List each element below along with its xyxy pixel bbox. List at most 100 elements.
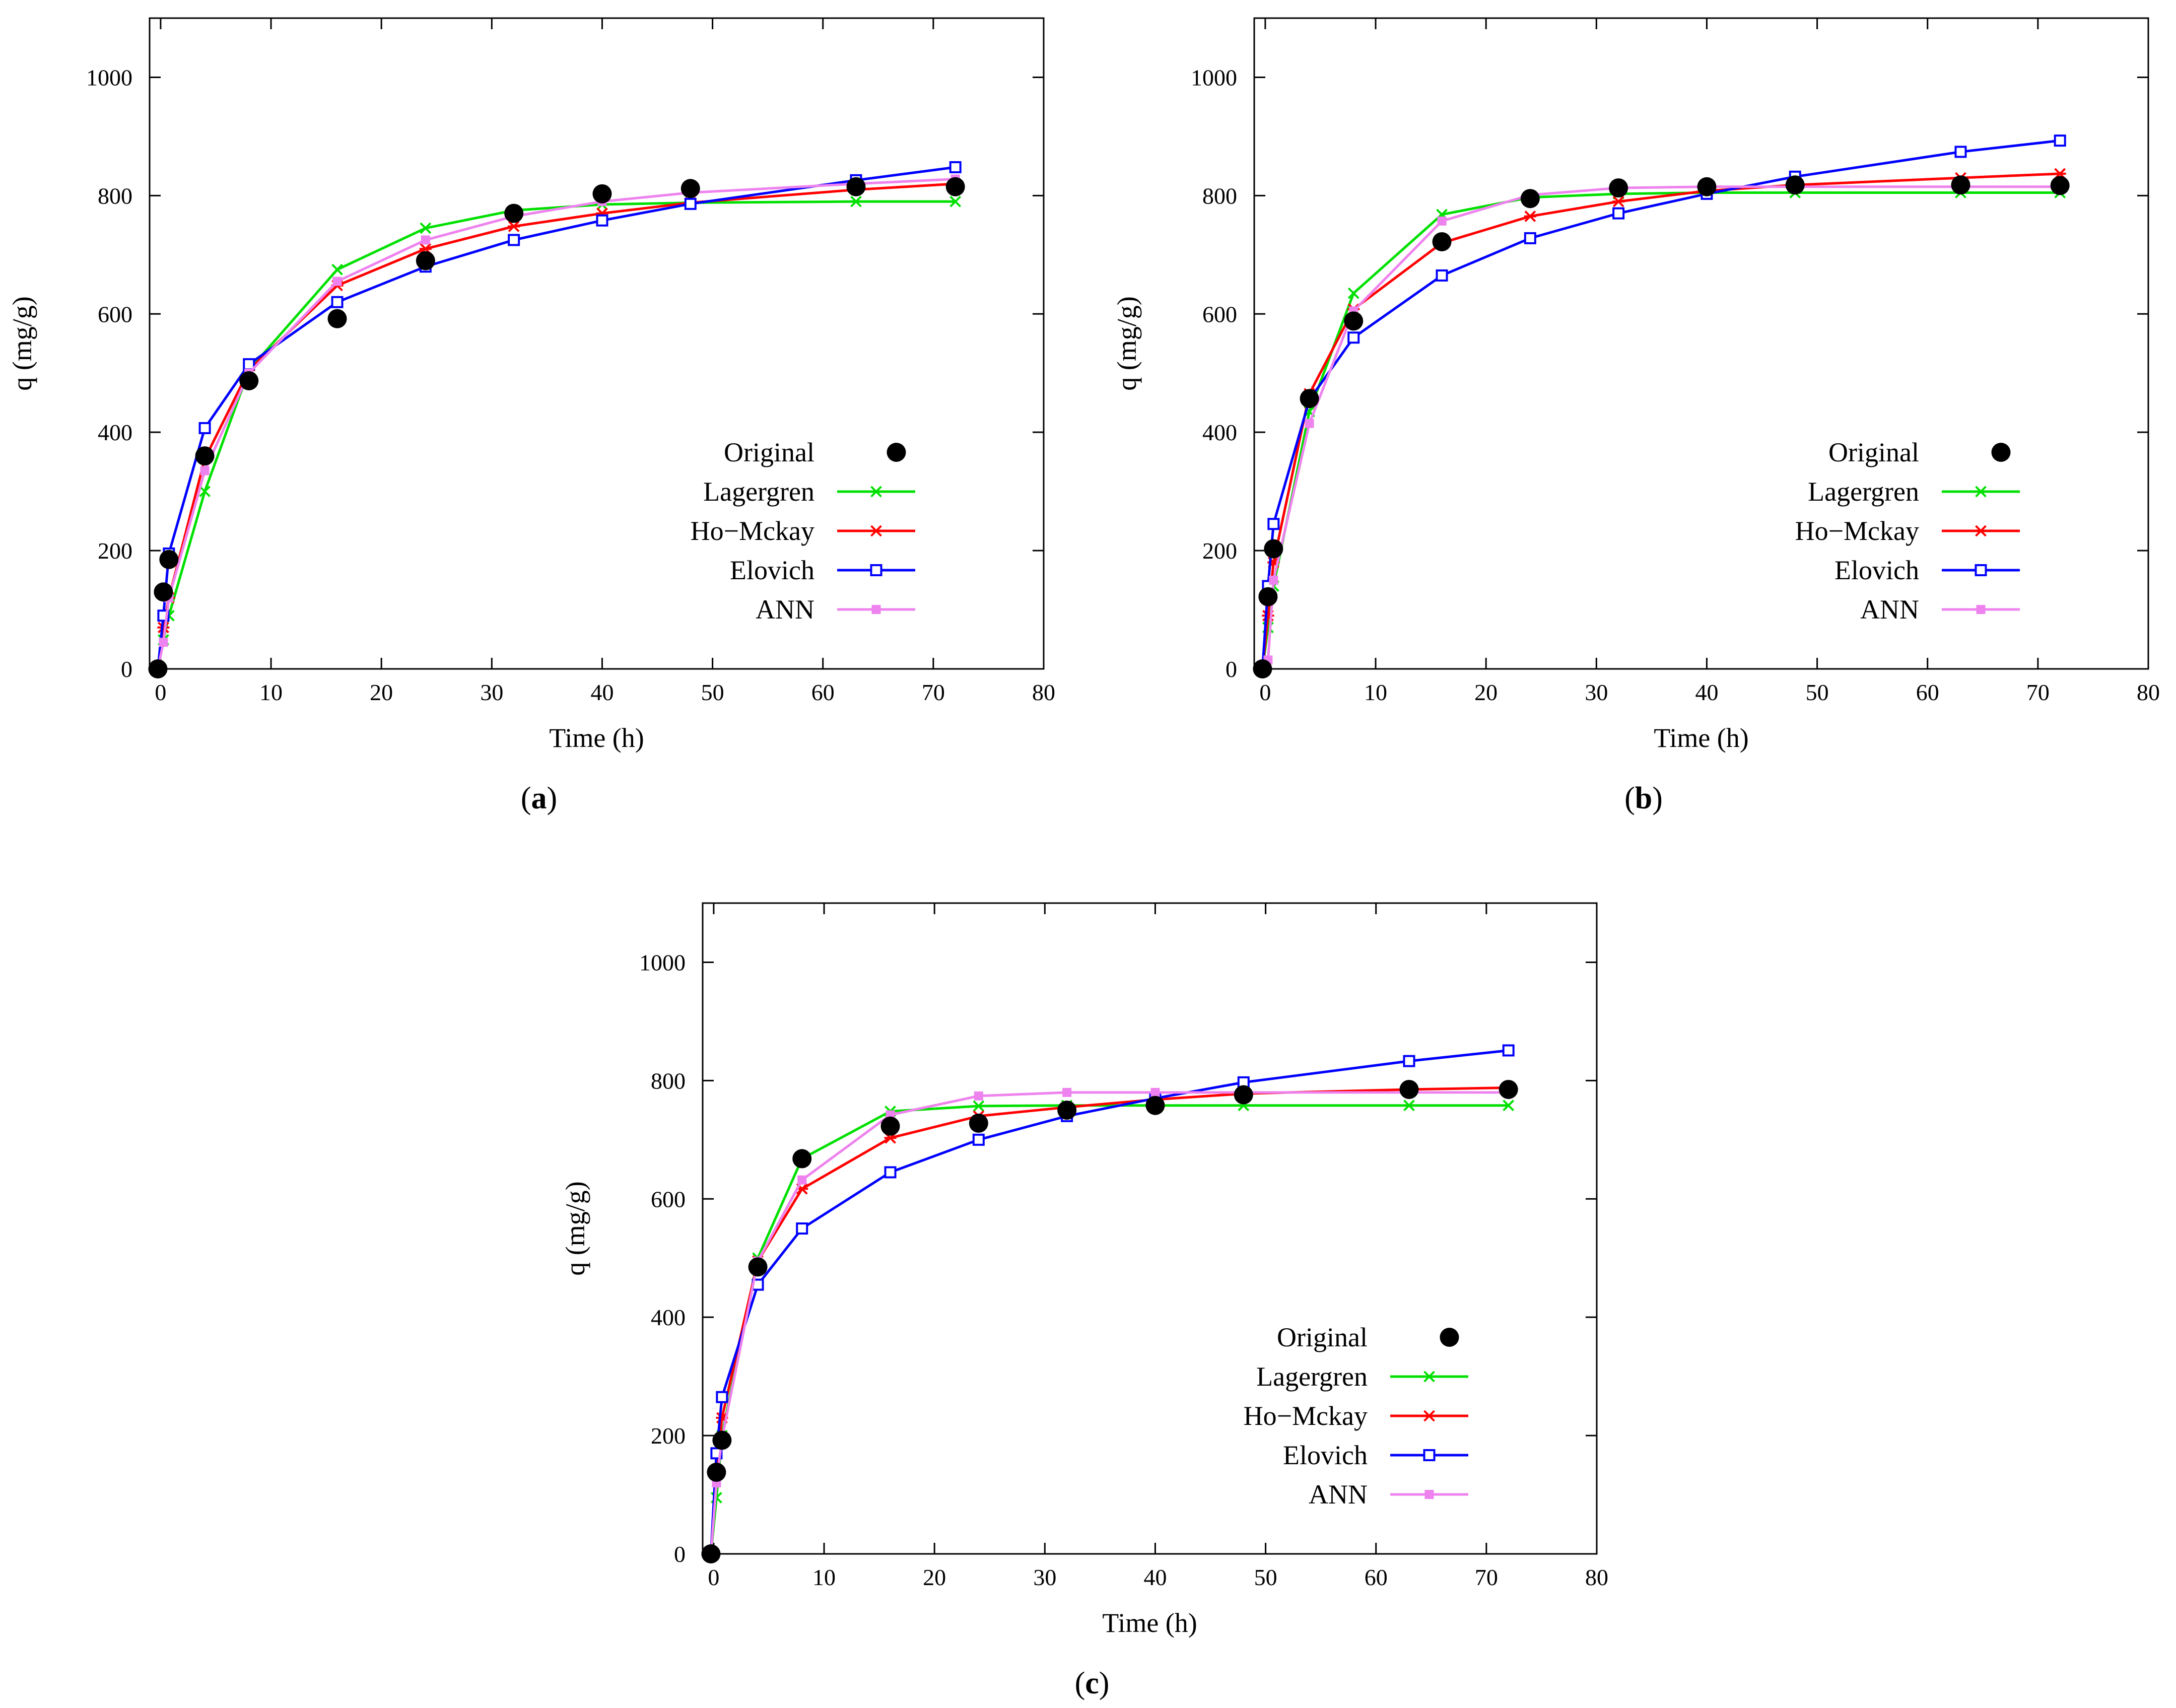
x-tick-label: 20 (370, 679, 393, 705)
series-elovich (152, 161, 962, 675)
series-line-ho-mckay (1261, 172, 2060, 669)
y-tick-label: 1000 (1191, 64, 1237, 90)
data-point-original (1499, 1079, 1518, 1099)
legend-label-ann: ANN (756, 594, 814, 625)
y-tick-label: 0 (121, 656, 132, 682)
data-point-original (1253, 659, 1272, 678)
caption-close-paren: ) (1652, 781, 1663, 815)
data-point-original (1520, 189, 1540, 209)
series-line-lagergren (1261, 191, 2060, 669)
data-point-ann (797, 1175, 807, 1185)
data-point-elovich (796, 1222, 808, 1235)
data-point-ho-mckay (1524, 211, 1536, 222)
x-tick-label: 0 (708, 1564, 719, 1590)
data-point-ann (332, 277, 342, 286)
x-tick-label: 30 (1033, 1564, 1056, 1590)
series-ann (153, 174, 960, 673)
y-tick-label: 800 (651, 1068, 686, 1094)
data-point-elovich (1436, 269, 1448, 282)
caption-open-paren: ( (1624, 781, 1635, 815)
series-line-ho-mckay (156, 182, 956, 669)
data-point-elovich (331, 296, 344, 308)
data-point-original (1432, 232, 1452, 251)
caption-open-paren: ( (1075, 1666, 1085, 1700)
series-lagergren (1257, 187, 2066, 675)
plot-frame (149, 17, 1045, 670)
data-point-elovich (684, 197, 697, 210)
x-tick-label: 0 (1259, 679, 1271, 705)
series-original (701, 1079, 1518, 1563)
data-point-ann (1305, 419, 1314, 428)
legend-marker-lagergren (870, 486, 882, 498)
legend-marker-ho-mckay (870, 525, 882, 537)
x-tick-label: 70 (1475, 1564, 1498, 1590)
data-point-lagergren (1403, 1100, 1415, 1112)
data-point-lagergren (1347, 287, 1359, 299)
x-tick-label: 30 (1585, 679, 1608, 705)
data-point-elovich (1612, 207, 1625, 220)
y-tick-label: 400 (651, 1305, 686, 1330)
data-point-original (504, 203, 524, 223)
data-point-elovich (1502, 1044, 1515, 1057)
data-point-original (416, 251, 435, 270)
x-tick-label: 80 (1585, 1564, 1608, 1590)
legend-marker-original (887, 443, 906, 462)
plot-frame (1253, 17, 2149, 670)
data-point-elovich (508, 234, 520, 246)
y-tick-label: 1000 (639, 949, 686, 975)
data-point-original (154, 582, 173, 602)
legend-label-original: Original (1277, 1322, 1368, 1352)
caption-close-paren: ) (547, 781, 558, 815)
x-tick-label: 10 (1364, 679, 1387, 705)
data-point-original (159, 550, 179, 569)
legend-label-lagergren: Lagergren (1256, 1361, 1368, 1392)
plot-frame (702, 902, 1598, 1555)
data-point-original (1300, 389, 1319, 408)
data-point-original (1697, 177, 1717, 196)
y-axis-title: q (mg/g) (1112, 296, 1142, 390)
series-lagergren (705, 1100, 1515, 1560)
series-original (148, 177, 965, 678)
data-point-elovich (2054, 134, 2066, 147)
data-point-original (1264, 539, 1283, 559)
data-point-elovich (949, 161, 962, 173)
x-tick-label: 50 (1806, 679, 1829, 705)
legend-label-elovich: Elovich (1283, 1440, 1368, 1470)
series-lagergren (152, 195, 962, 675)
data-point-original (1609, 178, 1628, 198)
series-line-elovich (1261, 139, 2060, 669)
legend-marker-ann (871, 605, 881, 614)
legend-label-ho-mckay: Ho−Mckay (1244, 1401, 1368, 1431)
data-point-original (1258, 587, 1278, 606)
x-tick-label: 10 (259, 679, 283, 705)
series-ho-mckay (705, 1082, 1515, 1560)
x-axis-title: Time (h) (549, 723, 644, 753)
legend-label-elovich: Elovich (1834, 555, 1919, 585)
data-point-elovich (1347, 331, 1360, 344)
y-tick-label: 200 (98, 538, 132, 564)
series-original (1253, 175, 2070, 678)
data-point-elovich (1267, 518, 1280, 530)
data-point-ho-mckay (508, 221, 520, 232)
caption-letter: c (1085, 1666, 1099, 1700)
series-line-elovich (156, 166, 956, 669)
data-point-original (748, 1257, 768, 1277)
data-point-lagergren (331, 263, 343, 276)
legend-marker-lagergren (1423, 1371, 1435, 1383)
panel-caption: (a) (521, 781, 557, 815)
y-tick-label: 600 (1202, 301, 1237, 327)
y-tick-label: 600 (651, 1186, 686, 1212)
legend-marker-elovich (1975, 564, 1987, 576)
legend: Original Lagergren Ho−Mckay Elovich ANN (691, 437, 915, 625)
legend-label-elovich: Elovich (730, 555, 814, 585)
y-tick-label: 800 (1202, 183, 1237, 209)
data-point-ann (1150, 1087, 1160, 1097)
x-tick-label: 30 (480, 679, 503, 705)
data-point-original (701, 1544, 721, 1563)
data-point-original (681, 179, 700, 198)
data-point-original (1344, 311, 1364, 331)
legend-marker-ho-mckay (1423, 1410, 1436, 1422)
x-tick-label: 0 (155, 679, 166, 705)
